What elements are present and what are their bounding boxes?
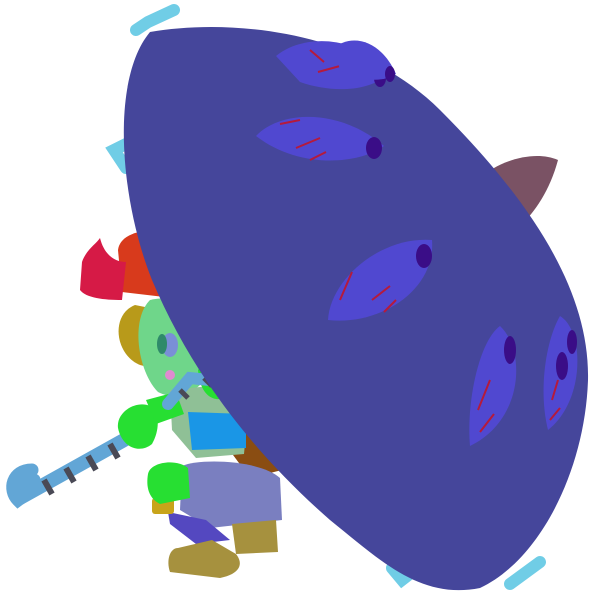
character-boot-front <box>168 540 240 578</box>
character-shirt <box>188 412 246 450</box>
character-pants <box>180 461 282 528</box>
cane <box>6 423 149 509</box>
rib-top-left <box>130 4 180 36</box>
umbrella <box>123 26 589 591</box>
character-hat-brim <box>80 238 126 300</box>
cane-shaft <box>13 423 149 505</box>
character-glove-lower <box>147 462 190 504</box>
rib-bottom-right <box>504 556 546 590</box>
umbrella-eye-3 <box>256 116 384 161</box>
umbrella-eye-5 <box>469 326 517 446</box>
umbrella-eye-4 <box>328 239 433 321</box>
cane-stripes <box>41 442 121 496</box>
umbrella-eye-6 <box>543 316 578 430</box>
character-eye-shadow <box>157 334 167 354</box>
character-glove-left <box>117 404 158 449</box>
character-cheek <box>165 370 175 380</box>
character-boot-back <box>232 520 278 554</box>
umbrella-eye-2 <box>334 40 396 82</box>
umbrella-tip <box>480 156 558 226</box>
character-pants-fold <box>168 512 230 544</box>
character <box>80 230 282 578</box>
